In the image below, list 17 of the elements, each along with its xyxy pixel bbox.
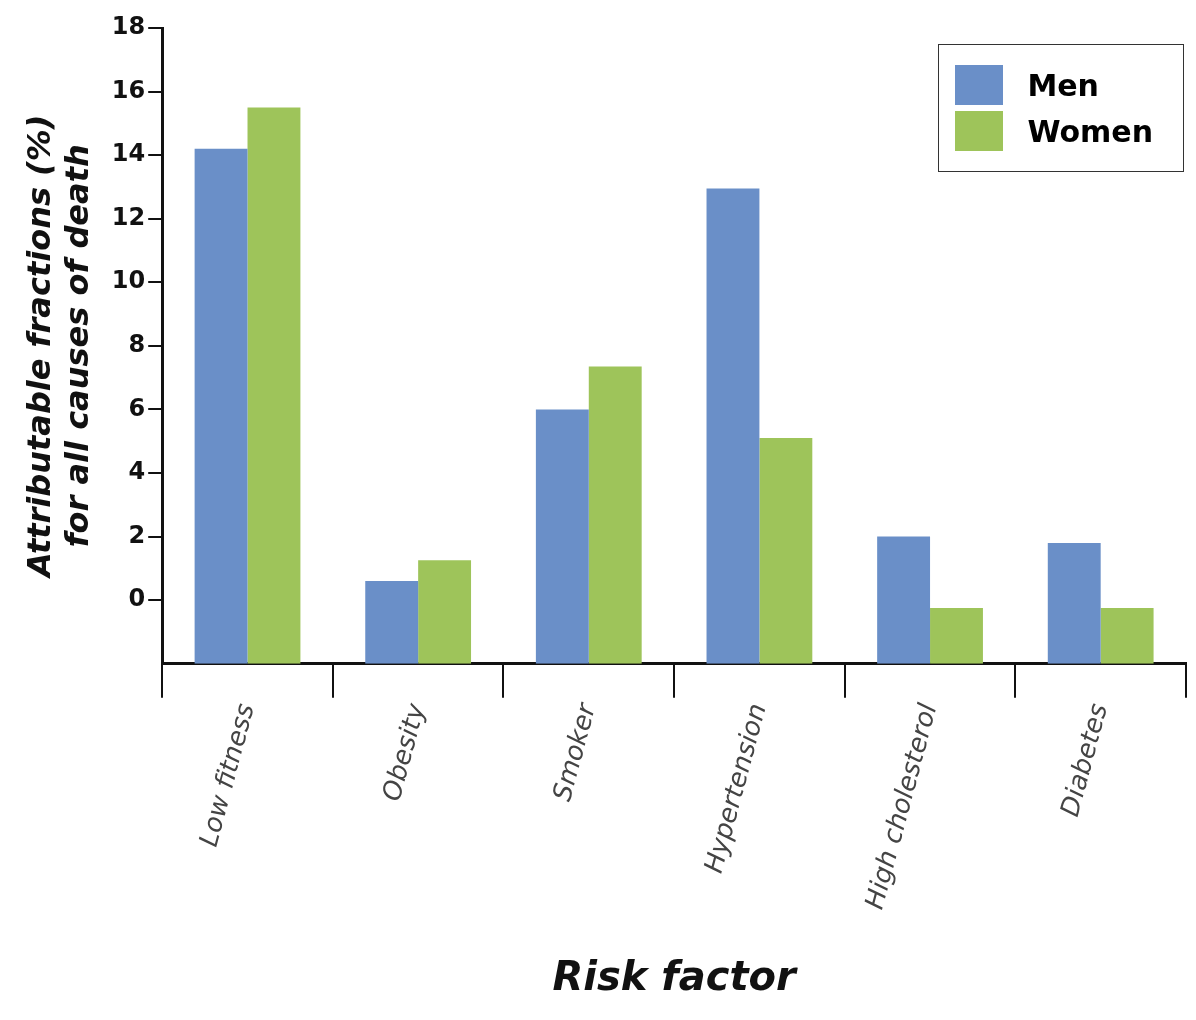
x-tick-label: Low fitness	[192, 700, 260, 850]
y-tick-label: 6	[128, 393, 146, 422]
y-tick-label: 8	[128, 330, 146, 359]
legend-label: Men	[1027, 67, 1099, 103]
x-tick-label: Smoker	[546, 698, 602, 805]
y-tick-label: 12	[111, 202, 146, 231]
y-tick-label: 10	[111, 266, 146, 295]
y-tick-label: 4	[128, 457, 146, 486]
x-tick-label: Obesity	[375, 699, 431, 804]
x-axis-title: Risk factor	[552, 953, 799, 1000]
y-axis-title: Attributable fractions (%) for all causes of death	[19, 114, 96, 581]
y-tick-label: 16	[111, 75, 146, 104]
y-tick-label: 18	[111, 12, 146, 41]
y-tick-label: 0	[128, 584, 146, 613]
y-tick-label: 2	[128, 520, 146, 549]
y-tick-label: 14	[111, 139, 146, 168]
legend-label: Women	[1027, 113, 1153, 149]
